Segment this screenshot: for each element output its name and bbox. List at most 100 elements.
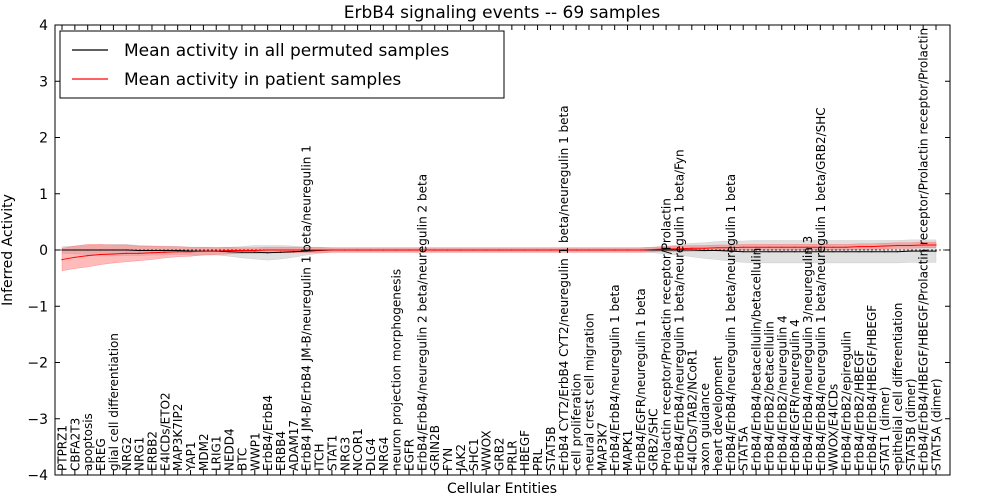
y-tick-label: 1	[39, 187, 48, 203]
patient-data-point	[729, 247, 731, 249]
patient-data-point	[279, 249, 282, 251]
permuted-data-point	[305, 250, 307, 252]
permuted-data-point	[678, 249, 680, 251]
permuted-data-point	[845, 251, 847, 253]
permuted-data-point	[99, 249, 102, 251]
legend-box	[59, 30, 505, 99]
chart-title: ErbB4 signaling events -- 69 samples	[344, 3, 661, 23]
permuted-data-point	[768, 251, 770, 253]
patient-data-point	[446, 249, 449, 251]
patient-data-point	[382, 249, 384, 251]
permuted-data-point	[729, 250, 731, 252]
x-tick-label: ErbB4/ErbB2/betacellulin	[762, 321, 776, 471]
x-tick-label: ErbB4/ErbB4/neuregulin 1 beta/neuregulin…	[724, 174, 738, 471]
x-tick-label: GRB2	[493, 437, 507, 471]
x-tick-label: LRIG1	[210, 436, 224, 472]
x-tick-label: epithelial cell differentiation	[891, 303, 905, 471]
patient-data-point	[768, 246, 770, 248]
patient-data-point	[794, 246, 796, 248]
x-tick-label: ErbB4/ErbB4	[261, 395, 275, 471]
x-tick-label: STAT5A (dimer)	[930, 378, 944, 471]
x-tick-label: ErbB4/ErbB2/epiregulin	[840, 331, 854, 471]
patient-data-point	[485, 249, 487, 251]
permuted-data-point	[279, 251, 282, 253]
permuted-data-point	[832, 251, 834, 253]
x-tick-label: PRL	[531, 448, 545, 471]
legend: Mean activity in all permuted samples Me…	[59, 30, 505, 99]
patient-data-point	[601, 249, 603, 251]
patient-data-point	[421, 249, 423, 251]
x-tick-label: GRIN2B	[428, 425, 442, 471]
permuted-data-point	[716, 249, 719, 252]
x-tick-label: ErbB4/ErbB4/neuregulin 1 beta	[608, 284, 622, 471]
y-tick-label: 2	[39, 131, 48, 147]
legend-label-permuted: Mean activity in all permuted samples	[124, 41, 449, 61]
y-axis: −4 −3 −2 −1 0 1 2 3 4	[27, 18, 950, 484]
permuted-data-point	[164, 249, 166, 252]
x-tick-label: STAT5B (dimer)	[904, 378, 918, 471]
x-tick-label: EREG	[94, 438, 108, 471]
patient-data-point	[434, 249, 436, 251]
permuted-data-point	[896, 251, 899, 253]
x-tick-label: ErbB4/ErbB4/betacellulin/betacellulin	[750, 248, 764, 471]
x-tick-label: ErbB4/ErbB4/neuregulin 2 beta/neuregulin…	[415, 174, 429, 471]
patient-data-point	[704, 247, 706, 249]
patient-data-point	[267, 249, 269, 251]
patient-data-point	[408, 249, 410, 251]
patient-data-point	[292, 249, 294, 251]
x-tick-label: WWOX	[480, 430, 494, 471]
permuted-data-point	[254, 251, 256, 253]
patient-data-point	[395, 249, 397, 251]
y-tick-label: 0	[39, 243, 48, 259]
patient-data-point	[74, 256, 76, 258]
x-tick-label: ErbB4/ErbB2/HBEGF	[852, 350, 866, 471]
series-lines	[61, 244, 937, 261]
x-tick-label: WWP1	[248, 432, 262, 471]
patient-data-point	[369, 249, 372, 251]
x-tick-label: NRG3	[338, 437, 352, 471]
permuted-data-point	[112, 249, 115, 251]
x-tick-label: PRLR	[505, 440, 519, 471]
permuted-data-point	[909, 250, 911, 252]
permuted-data-point	[806, 251, 809, 253]
x-tick-label: ITCH	[313, 443, 327, 471]
patient-data-point	[935, 244, 937, 246]
x-tick-label: glial cell differentiation	[107, 333, 121, 471]
patient-data-point	[472, 249, 474, 251]
patient-data-point	[588, 249, 590, 251]
x-tick-label: E4ICDs/TAB2/NCoR1	[685, 349, 699, 471]
x-tick-label: Prolactin receptor/Prolactin receptor/Pr…	[660, 198, 674, 471]
patient-data-point	[896, 244, 899, 247]
patient-data-point	[639, 249, 641, 251]
x-tick-label: apoptosis	[81, 413, 95, 471]
x-tick-label: STAT5A	[737, 426, 751, 471]
patient-data-point	[189, 251, 192, 253]
patient-data-point	[742, 246, 744, 248]
permuted-data-point	[177, 249, 179, 252]
patient-data-point	[331, 249, 333, 251]
permuted-data-point	[781, 251, 783, 253]
x-tick-label: ErbB4 JM-B/ErbB4 JM-B/neuregulin 1 beta/…	[300, 145, 314, 471]
patient-data-point	[511, 249, 513, 251]
patient-data-point	[228, 249, 230, 252]
patient-data-point	[164, 251, 166, 253]
patient-data-point	[614, 249, 616, 251]
patient-data-point	[305, 249, 307, 251]
patient-data-point	[691, 247, 693, 249]
x-tick-label: JAK2	[454, 444, 468, 472]
patient-data-point	[626, 249, 629, 251]
patient-data-point	[87, 255, 89, 257]
patient-data-point	[562, 249, 564, 251]
patient-data-point	[806, 246, 809, 248]
y-axis-label: Inferred Activity	[0, 194, 16, 306]
y-tick-label: −4	[27, 468, 48, 484]
patient-data-point	[755, 246, 757, 248]
permuted-data-point	[138, 249, 140, 252]
patient-data-point	[716, 247, 719, 249]
patient-data-point	[549, 249, 552, 251]
x-tick-label: ErbB4/ErbB4/HBEGF/HBEGF/Prolactin recept…	[917, 28, 931, 471]
permuted-data-point	[858, 251, 860, 253]
permuted-data-point	[871, 251, 873, 253]
x-tick-label: heart development	[711, 356, 725, 471]
patient-data-point	[871, 246, 873, 248]
